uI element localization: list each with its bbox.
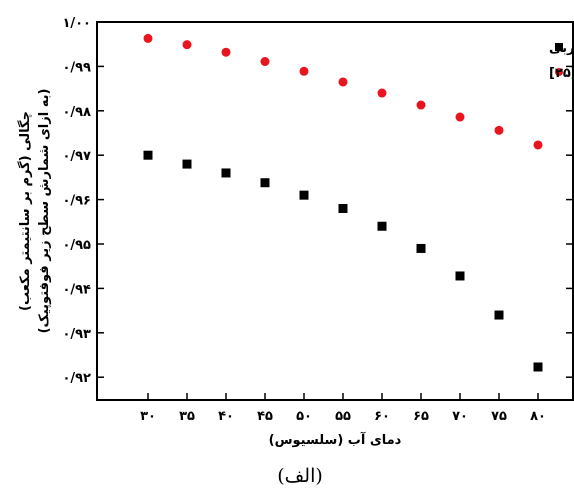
- figure-caption: (الف): [277, 465, 323, 487]
- x-tick-label: ۵۰: [296, 409, 312, 424]
- data-point: [182, 40, 192, 50]
- y-axis: ۱/۰۰ ۰/۹۹ ۰/۹۸ ۰/۹۷ ۰/۹۶ ۰/۹۵ ۰/۹۴ ۰/۹۳ ۰/۹۲: [62, 16, 104, 386]
- data-point: [416, 100, 426, 110]
- legend-marker-reference: [555, 68, 563, 76]
- data-point: [221, 47, 231, 57]
- y-tick-label: ۰/۹۵: [62, 238, 91, 253]
- right-axis-ticks: [566, 65, 573, 378]
- data-point: [533, 140, 543, 150]
- y-tick-label: ۰/۹۹: [62, 60, 91, 75]
- x-tick-label: ۸۰: [530, 409, 546, 424]
- legend-label-experimental: اندازه گیری تجربی: [549, 40, 574, 56]
- data-point: [377, 88, 387, 98]
- data-point: [338, 203, 348, 213]
- y-tick-label: ۰/۹۸: [62, 105, 91, 120]
- y-tick-label: ۰/۹۳: [62, 327, 91, 342]
- data-point: [260, 57, 270, 67]
- data-point: [143, 33, 153, 43]
- legend: اندازه گیری تجربی مرجع[۲۵]: [549, 40, 574, 81]
- y-tick-label: ۱/۰۰: [62, 16, 91, 31]
- series-experimental: [143, 150, 543, 372]
- plot-area: [96, 21, 574, 401]
- x-tick-label: ۳۵: [179, 409, 195, 424]
- y-tick-label: ۰/۹۷: [62, 149, 91, 164]
- series-reference: [143, 33, 543, 150]
- legend-label-reference: مرجع[۲۵]: [549, 66, 574, 81]
- data-point: [299, 190, 309, 200]
- data-point: [494, 310, 504, 320]
- y-axis-title-line1: چگالی (گرم بر سانتیمتر مکعب): [17, 111, 33, 311]
- x-tick-label: ۵۵: [335, 409, 351, 424]
- x-tick-label: ۷۰: [452, 409, 468, 424]
- y-tick-label: ۰/۹۲: [62, 371, 91, 386]
- x-tick-label: ۴۵: [257, 409, 273, 424]
- data-point: [533, 362, 543, 372]
- data-point: [455, 112, 465, 122]
- data-series: [143, 33, 543, 372]
- data-point: [455, 271, 465, 281]
- data-point: [143, 150, 153, 160]
- y-tick-label: ۰/۹۴: [62, 282, 91, 297]
- x-axis: ۳۰ ۳۵ ۴۰ ۴۵ ۵۰ ۵۵ ۶۰ ۶۵ ۷۰ ۷۵ ۸۰: [140, 393, 546, 424]
- x-tick-label: ۶۵: [413, 409, 429, 424]
- x-axis-title: دمای آب (سلسیوس): [269, 431, 402, 448]
- x-tick-label: ۳۰: [140, 409, 156, 424]
- x-tick-label: ۴۰: [218, 409, 234, 424]
- data-point: [299, 66, 309, 76]
- data-point: [338, 77, 348, 87]
- y-axis-title-line2: (به ازای شمارش سطح زیر فوفتوپیک): [37, 89, 52, 334]
- data-point: [416, 243, 426, 253]
- y-tick-label: ۰/۹۶: [62, 194, 91, 209]
- x-tick-label: ۶۰: [374, 409, 390, 424]
- data-point: [260, 178, 270, 188]
- x-tick-label: ۷۵: [491, 409, 507, 424]
- data-point: [377, 221, 387, 231]
- data-point: [182, 159, 192, 169]
- legend-marker-experimental: [555, 43, 563, 51]
- data-point: [221, 168, 231, 178]
- data-point: [494, 125, 504, 135]
